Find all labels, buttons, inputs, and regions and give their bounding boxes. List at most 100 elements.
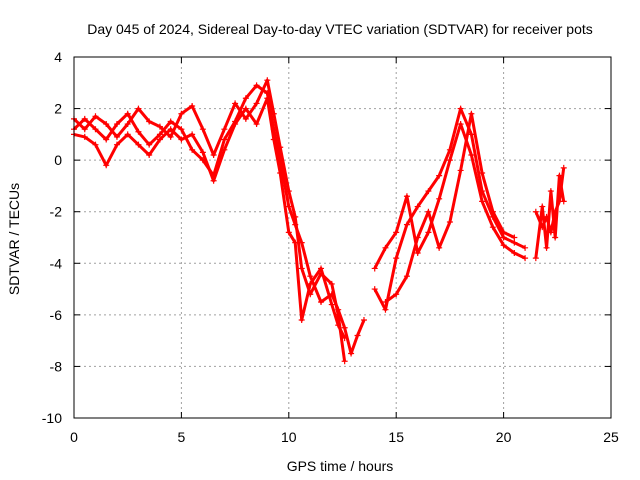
y-tick-label: -2 xyxy=(50,204,63,220)
data-point-plus xyxy=(425,188,432,195)
data-point-plus xyxy=(199,126,206,133)
data-point-plus xyxy=(341,335,348,342)
data-point-plus xyxy=(221,126,228,133)
data-point-plus xyxy=(500,242,507,249)
data-point-plus xyxy=(135,141,142,148)
data-point-plus xyxy=(436,244,443,251)
data-point-plus xyxy=(468,110,475,117)
data-point-plus xyxy=(511,249,518,256)
data-point-plus xyxy=(446,219,453,226)
data-point-plus xyxy=(298,265,305,272)
x-tick-label: 25 xyxy=(603,429,619,445)
data-point-plus xyxy=(522,244,529,251)
data-point-plus xyxy=(253,82,260,89)
data-point-plus xyxy=(124,121,131,128)
y-tick-label: 4 xyxy=(54,49,62,65)
data-point-plus xyxy=(539,224,546,231)
data-point-plus xyxy=(468,131,475,138)
data-point-plus xyxy=(341,324,348,331)
data-point-plus xyxy=(547,188,554,195)
data-point-plus xyxy=(371,286,378,293)
data-point-plus xyxy=(382,244,389,251)
data-point-plus xyxy=(425,208,432,215)
data-point-plus xyxy=(543,244,550,251)
data-point-plus xyxy=(285,203,292,210)
x-tick-label: 10 xyxy=(281,429,297,445)
data-point-plus xyxy=(124,110,131,117)
y-tick-label: 0 xyxy=(54,152,62,168)
data-point-plus xyxy=(414,249,421,256)
data-point-plus xyxy=(382,298,389,305)
data-point-plus xyxy=(156,131,163,138)
data-point-plus xyxy=(532,208,539,215)
data-point-plus xyxy=(382,306,389,313)
data-point-plus xyxy=(489,208,496,215)
data-point-plus xyxy=(414,203,421,210)
y-tick-label: -8 xyxy=(50,358,63,374)
data-point-plus xyxy=(328,301,335,308)
data-point-plus xyxy=(178,126,185,133)
axis-ticks: 0 5 10 15 20 25 -10 -8 -6 -4 -2 0 2 4 xyxy=(42,49,619,445)
y-tick-label: -6 xyxy=(50,307,63,323)
data-point-plus xyxy=(146,141,153,148)
series-trace-2 xyxy=(71,77,348,365)
data-point-plus xyxy=(146,151,153,158)
data-point-plus xyxy=(307,280,314,287)
data-point-plus xyxy=(371,265,378,272)
data-point-plus xyxy=(393,255,400,262)
data-point-plus xyxy=(232,121,239,128)
data-point-plus xyxy=(539,203,546,210)
data-point-plus xyxy=(403,273,410,280)
data-point-plus xyxy=(178,110,185,117)
data-point-plus xyxy=(113,141,120,148)
data-point-plus xyxy=(511,239,518,246)
data-point-plus xyxy=(556,198,563,205)
series-trace-7 xyxy=(532,172,567,262)
data-point-plus xyxy=(221,136,228,143)
data-point-plus xyxy=(292,213,299,220)
data-point-plus xyxy=(189,146,196,153)
data-point-plus xyxy=(277,144,284,151)
data-point-plus xyxy=(552,208,559,215)
x-tick-label: 0 xyxy=(70,429,78,445)
data-point-plus xyxy=(167,133,174,140)
data-point-plus xyxy=(328,280,335,287)
data-point-plus xyxy=(335,322,342,329)
data-point-plus xyxy=(210,151,217,158)
data-point-plus xyxy=(403,221,410,228)
data-point-plus xyxy=(468,151,475,158)
chart-title: Day 045 of 2024, Sidereal Day-to-day VTE… xyxy=(87,21,593,37)
data-point-plus xyxy=(292,239,299,246)
data-point-plus xyxy=(81,133,88,140)
data-point-plus xyxy=(348,350,355,357)
data-point-plus xyxy=(103,136,110,143)
series-trace-6 xyxy=(382,110,518,305)
data-point-plus xyxy=(425,229,432,236)
data-point-plus xyxy=(124,131,131,138)
data-point-plus xyxy=(277,170,284,177)
series-trace-3 xyxy=(71,95,348,342)
data-point-plus xyxy=(560,164,567,171)
data-point-plus xyxy=(500,229,507,236)
data-point-plus xyxy=(457,167,464,174)
data-point-plus xyxy=(81,115,88,122)
data-point-plus xyxy=(189,102,196,109)
data-point-plus xyxy=(242,115,249,122)
plot-frame xyxy=(73,56,612,419)
data-point-plus xyxy=(113,133,120,140)
data-point-plus xyxy=(178,136,185,143)
series-trace-1 xyxy=(71,82,367,357)
data-point-plus xyxy=(167,118,174,125)
data-point-plus xyxy=(403,193,410,200)
data-point-plus xyxy=(318,298,325,305)
data-point-plus xyxy=(457,121,464,128)
data-point-plus xyxy=(360,317,367,324)
y-tick-label: -4 xyxy=(50,255,63,271)
data-point-plus xyxy=(264,77,271,84)
data-point-plus xyxy=(318,265,325,272)
data-point-plus xyxy=(232,100,239,107)
data-point-plus xyxy=(253,121,260,128)
data-point-plus xyxy=(199,149,206,156)
data-point-plus xyxy=(479,198,486,205)
x-tick-label: 15 xyxy=(388,429,404,445)
